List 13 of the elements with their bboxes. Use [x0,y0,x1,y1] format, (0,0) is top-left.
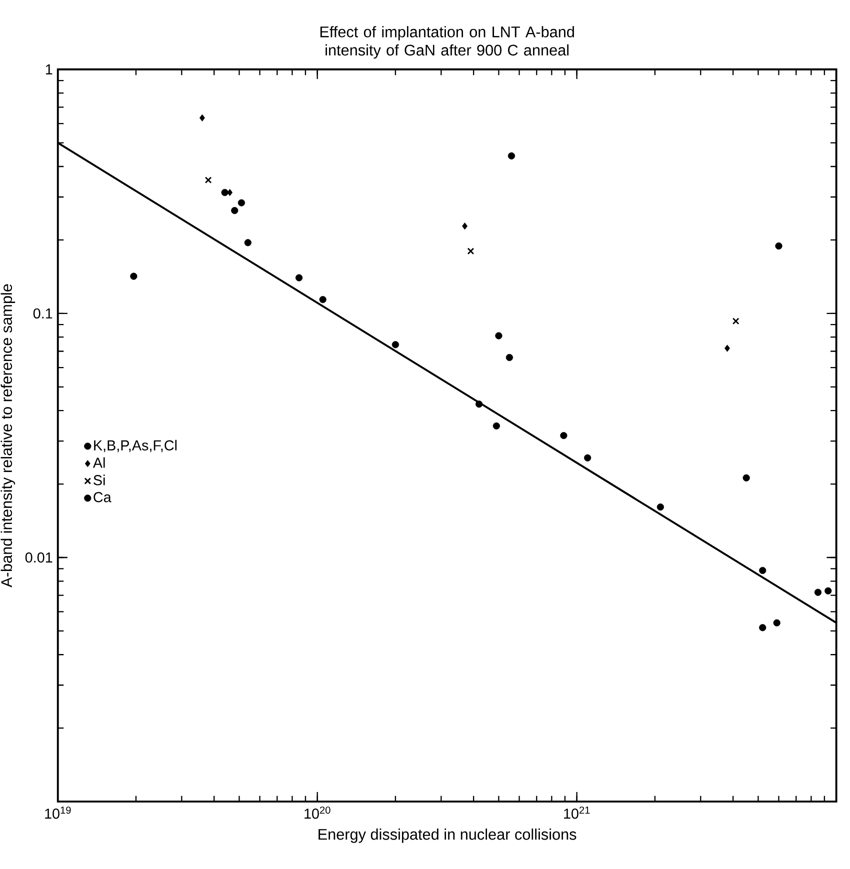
legend-label: K,B,P,As,F,Cl [94,440,177,452]
legend-label: Si [94,474,105,486]
y-tick-label: 1 [46,64,52,74]
x-tick-label: 10$^{21}$ [564,806,590,819]
x-tick-label: 10$^{20}$ [304,806,330,819]
y-tick-label: 0.01 [26,552,52,563]
y-tick-label: 0.1 [34,308,52,319]
x-axis-title: Energy dissipated in nuclear collisions [318,828,576,843]
x-tick-label: 10$^{19}$ [45,806,71,819]
legend-label: Ca [94,492,112,502]
chart-title: Effect of implantation on LNT A-band intensity of GaN after 900 C anneal [320,26,574,59]
legend-label: Al [93,457,105,468]
y-axis-title: A-band intensity relative to reference sample [0,284,16,588]
